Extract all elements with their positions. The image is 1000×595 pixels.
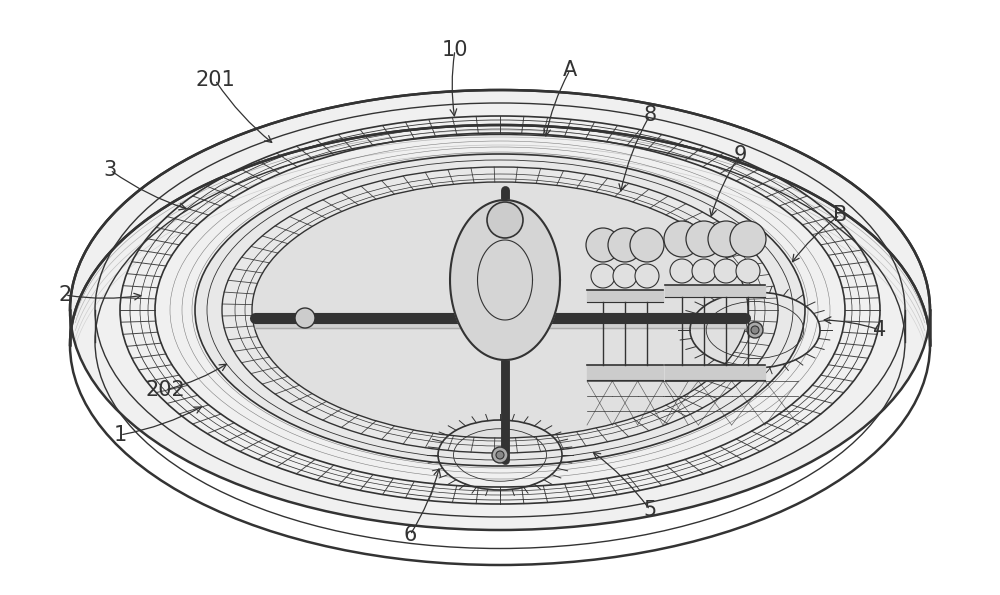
Text: 4: 4 [873,320,887,340]
Circle shape [496,451,504,459]
Text: 2: 2 [58,285,72,305]
Ellipse shape [252,182,748,438]
Circle shape [295,308,315,328]
Text: A: A [563,60,577,80]
Circle shape [692,259,716,283]
Circle shape [714,259,738,283]
Circle shape [664,221,700,257]
Circle shape [708,221,744,257]
Circle shape [736,259,760,283]
Circle shape [586,228,620,262]
Text: 10: 10 [442,40,468,60]
Polygon shape [587,365,663,380]
Text: 201: 201 [195,70,235,90]
Ellipse shape [70,90,930,530]
Circle shape [630,228,664,262]
Circle shape [591,264,615,288]
Circle shape [492,447,508,463]
Text: 5: 5 [643,500,657,520]
Polygon shape [587,290,663,302]
Text: B: B [833,205,847,225]
Circle shape [747,322,763,338]
Text: 9: 9 [733,145,747,165]
Circle shape [487,202,523,238]
Polygon shape [665,365,765,380]
Circle shape [670,259,694,283]
Circle shape [730,221,766,257]
Ellipse shape [195,154,805,466]
Text: 6: 6 [403,525,417,545]
Text: 3: 3 [103,160,117,180]
Text: 1: 1 [113,425,127,445]
Text: 8: 8 [643,105,657,125]
Circle shape [608,228,642,262]
Circle shape [751,326,759,334]
Text: 202: 202 [145,380,185,400]
Polygon shape [450,200,560,360]
Circle shape [686,221,722,257]
Circle shape [613,264,637,288]
Polygon shape [665,285,765,297]
Circle shape [635,264,659,288]
